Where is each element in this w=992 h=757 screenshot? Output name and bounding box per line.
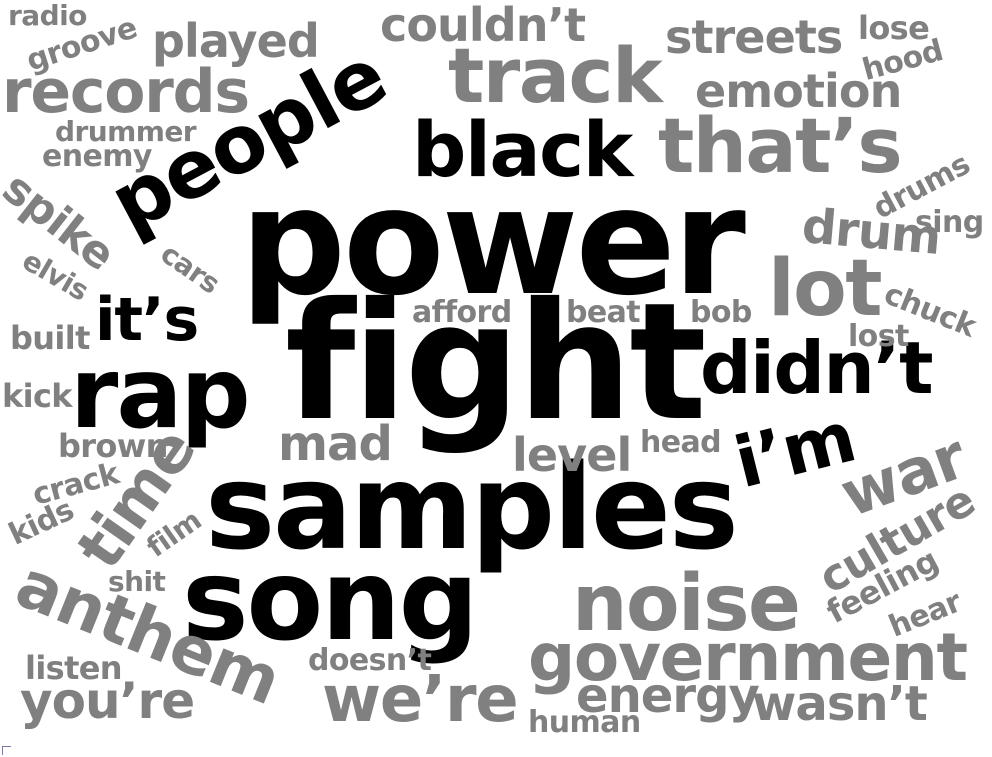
corner-marker — [2, 746, 11, 755]
word-kick: kick — [2, 377, 73, 415]
word-fight: fight — [285, 269, 707, 457]
word-its: it’s — [95, 285, 199, 355]
word-noise: noise — [572, 559, 801, 649]
word-radio: radio — [8, 0, 87, 32]
word-listen: listen — [25, 649, 123, 687]
word-afford: afford — [412, 295, 512, 330]
word-enemy: enemy — [42, 139, 152, 174]
word-streets: streets — [665, 10, 843, 64]
word-energy: energy — [576, 668, 760, 724]
word-human: human — [528, 705, 641, 740]
word-black: black — [412, 105, 633, 194]
word-youre: you’re — [20, 672, 195, 730]
word-rap: rap — [70, 337, 251, 451]
word-brown: brown — [58, 427, 168, 465]
word-bob: bob — [690, 295, 752, 330]
word-mad: mad — [278, 416, 393, 472]
word-sing: sing — [915, 205, 984, 240]
word-lot: lot — [768, 244, 882, 334]
word-thats: that’s — [658, 101, 903, 190]
word-drummer: drummer — [55, 115, 197, 148]
word-emotion: emotion — [695, 64, 902, 118]
word-played: played — [152, 14, 320, 68]
word-power: power — [240, 156, 746, 328]
word-level: level — [512, 428, 632, 482]
word-beat: beat — [566, 295, 641, 330]
word-didnt: didn’t — [700, 326, 934, 410]
word-head: head — [640, 425, 722, 460]
word-wasnt: wasn’t — [752, 676, 928, 732]
word-records: records — [2, 57, 250, 127]
word-government: government — [528, 619, 968, 696]
word-couldnt: couldn’t — [380, 0, 586, 52]
word-built: built — [10, 319, 90, 357]
word-track: track — [448, 31, 663, 120]
word-lose: lose — [858, 9, 930, 47]
word-lost: lost — [848, 319, 909, 354]
word-were: we’re — [322, 663, 519, 737]
word-samples: samples — [205, 438, 739, 576]
word-shit: shit — [108, 565, 166, 598]
word-song: song — [182, 536, 479, 666]
word-doesnt: doesn’t — [308, 643, 432, 678]
